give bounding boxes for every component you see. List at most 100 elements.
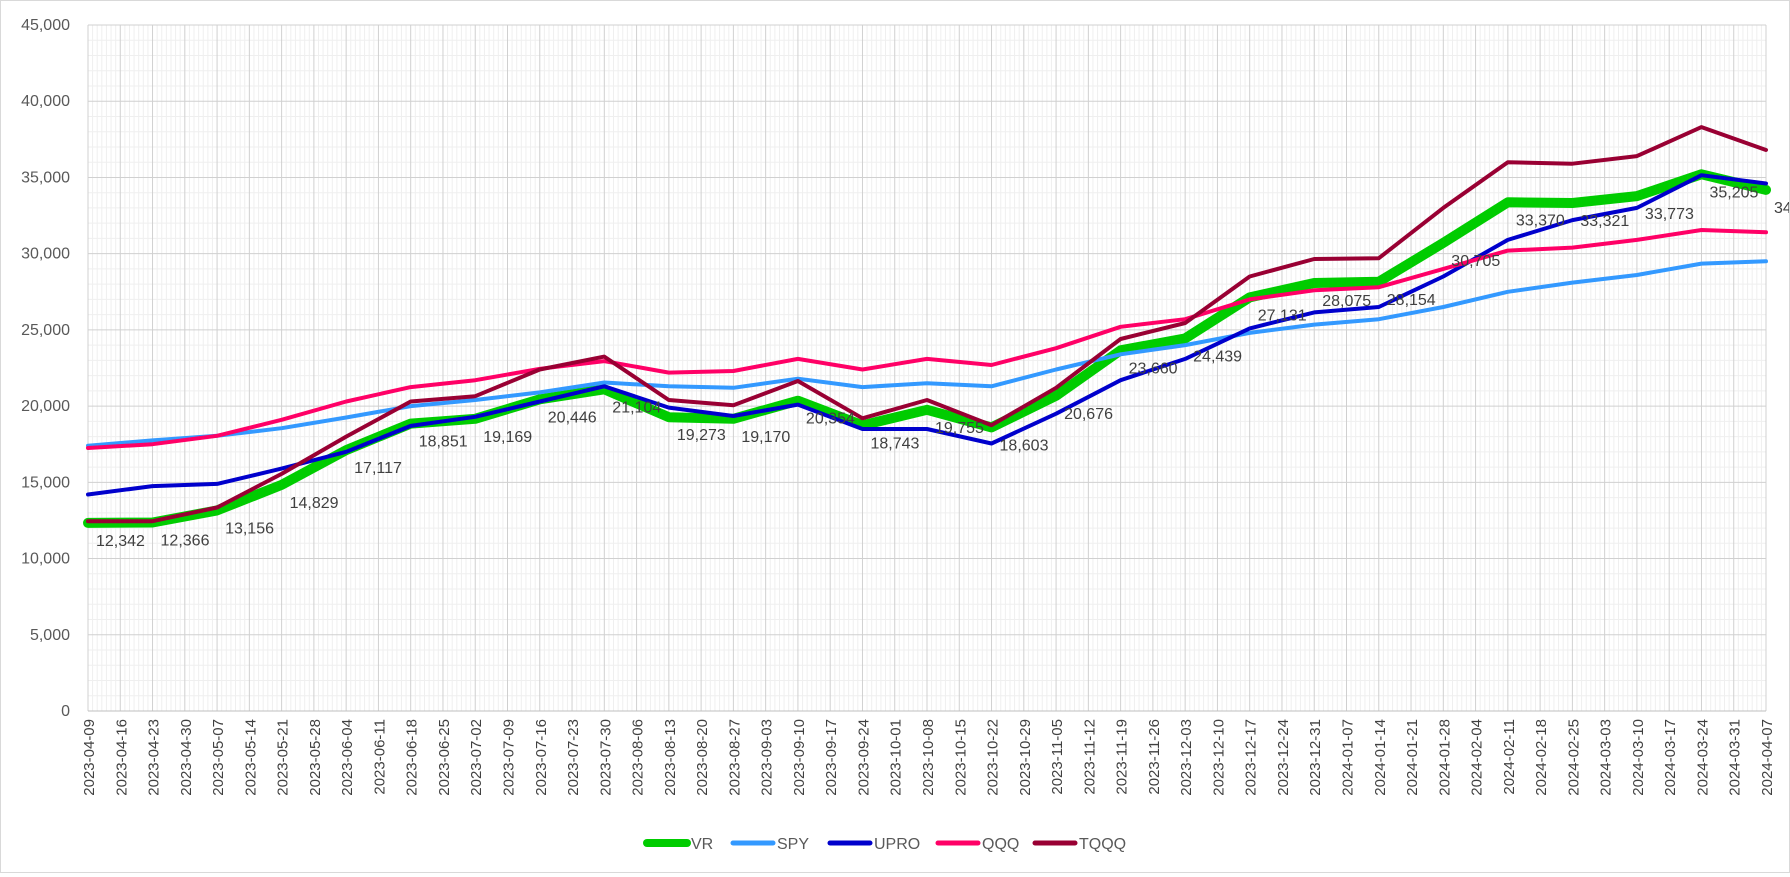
series-lines bbox=[83, 125, 1771, 528]
x-tick-label: 2023-07-23 bbox=[565, 719, 582, 796]
x-tick-label: 2023-07-16 bbox=[533, 719, 550, 796]
data-label: 21,104 bbox=[612, 399, 661, 416]
x-tick-label: 2024-02-18 bbox=[1533, 719, 1550, 796]
major-gridlines bbox=[87, 24, 1767, 712]
x-tick-label: 2023-05-21 bbox=[275, 719, 292, 796]
x-tick-label: 2024-02-04 bbox=[1469, 719, 1486, 796]
x-tick-label: 2024-03-31 bbox=[1727, 719, 1744, 796]
legend-label-tqqq: TQQQ bbox=[1079, 836, 1126, 853]
y-tick-label: 30,000 bbox=[21, 246, 70, 263]
x-tick-label: 2023-05-14 bbox=[242, 719, 259, 796]
x-tick-label: 2023-04-16 bbox=[113, 719, 130, 796]
x-tick-label: 2023-12-31 bbox=[1307, 719, 1324, 796]
data-label: 18,743 bbox=[870, 435, 919, 452]
y-tick-label: 10,000 bbox=[21, 551, 70, 568]
x-tick-label: 2023-08-20 bbox=[694, 719, 711, 796]
x-tick-label: 2023-05-28 bbox=[307, 719, 324, 796]
x-tick-label: 2024-02-11 bbox=[1501, 719, 1518, 795]
y-tick-label: 20,000 bbox=[21, 398, 70, 415]
y-axis-tick-labels: 0 5,000 10,000 15,000 20,000 25,000 30,000 35,0… bbox=[21, 17, 70, 720]
data-label: 12,366 bbox=[161, 532, 210, 549]
x-tick-label: 2023-09-17 bbox=[823, 719, 840, 796]
x-tick-label: 2023-04-23 bbox=[146, 719, 163, 796]
x-tick-label: 2024-03-03 bbox=[1598, 719, 1615, 796]
x-tick-label: 2023-04-30 bbox=[178, 719, 195, 796]
x-tick-label: 2023-07-09 bbox=[501, 719, 518, 796]
data-label: 24,439 bbox=[1193, 348, 1242, 365]
x-tick-label: 2023-06-11 bbox=[371, 719, 388, 795]
legend-label-qqq: QQQ bbox=[982, 836, 1019, 853]
data-label: 27,131 bbox=[1258, 307, 1307, 324]
x-tick-label: 2023-07-30 bbox=[597, 719, 614, 796]
x-tick-label: 2023-11-05 bbox=[1049, 719, 1066, 795]
data-label: 14,829 bbox=[290, 495, 339, 512]
data-label: 30,705 bbox=[1451, 253, 1500, 270]
x-tick-label: 2023-09-24 bbox=[855, 719, 872, 796]
data-label: 18,851 bbox=[419, 434, 468, 451]
x-tick-label: 2023-12-03 bbox=[1178, 719, 1195, 796]
y-tick-label: 35,000 bbox=[21, 169, 70, 186]
x-tick-label: 2023-10-22 bbox=[985, 719, 1002, 796]
data-label: 13,156 bbox=[225, 520, 274, 537]
x-tick-label: 2024-03-10 bbox=[1630, 719, 1647, 796]
x-tick-label: 2023-08-13 bbox=[662, 719, 679, 796]
x-tick-label: 2024-01-21 bbox=[1404, 719, 1421, 796]
data-label: 18,603 bbox=[1000, 437, 1049, 454]
legend-label-spy: SPY bbox=[777, 836, 809, 853]
x-tick-label: 2023-12-17 bbox=[1243, 719, 1260, 796]
data-label: 19,755 bbox=[935, 420, 984, 437]
data-label: 20,354 bbox=[806, 411, 855, 428]
data-label: 33,773 bbox=[1645, 206, 1694, 223]
y-tick-label: 15,000 bbox=[21, 474, 70, 491]
x-tick-label: 2023-11-12 bbox=[1081, 719, 1098, 795]
series-line-tqqq bbox=[86, 125, 1768, 524]
data-label: 19,169 bbox=[483, 429, 532, 446]
x-tick-label: 2024-04-07 bbox=[1759, 719, 1776, 796]
data-label: 33,370 bbox=[1516, 212, 1565, 229]
x-tick-label: 2023-06-25 bbox=[436, 719, 453, 796]
data-label: 20,676 bbox=[1064, 406, 1113, 423]
y-tick-label: 40,000 bbox=[21, 93, 70, 110]
x-tick-label: 2023-05-07 bbox=[210, 719, 227, 796]
data-label: 34,181 bbox=[1774, 200, 1789, 217]
data-label: 19,273 bbox=[677, 427, 726, 444]
x-tick-label: 2023-11-19 bbox=[1114, 719, 1131, 795]
minor-gridlines bbox=[88, 25, 1766, 711]
x-tick-label: 2024-01-28 bbox=[1436, 719, 1453, 796]
legend-label-upro: UPRO bbox=[874, 836, 920, 853]
x-tick-label: 2023-07-02 bbox=[468, 719, 485, 796]
x-tick-label: 2023-12-10 bbox=[1210, 719, 1227, 796]
y-tick-label: 5,000 bbox=[30, 627, 70, 644]
data-labels: 12,342 12,366 13,156 14,829 17,117 18,851 19,1… bbox=[96, 184, 1790, 550]
x-tick-label: 2023-06-04 bbox=[339, 719, 356, 796]
data-label: 33,321 bbox=[1580, 213, 1629, 230]
x-axis-tick-labels: 2023-04-09 2023-04-16 2023-04-23 2023-04-30… bbox=[81, 719, 1776, 796]
x-tick-label: 2023-09-03 bbox=[759, 719, 776, 796]
series-line-upro bbox=[86, 173, 1768, 497]
data-label: 23,660 bbox=[1129, 360, 1178, 377]
y-tick-label: 45,000 bbox=[21, 17, 70, 34]
series-line-qqq bbox=[86, 228, 1768, 450]
legend-label-vr: VR bbox=[691, 836, 713, 853]
data-label: 12,342 bbox=[96, 533, 145, 550]
x-tick-label: 2023-10-29 bbox=[1017, 719, 1034, 796]
x-tick-label: 2023-08-27 bbox=[726, 719, 743, 796]
y-tick-label: 0 bbox=[61, 703, 70, 720]
x-tick-label: 2024-03-17 bbox=[1662, 719, 1679, 796]
x-tick-label: 2023-08-06 bbox=[630, 719, 647, 796]
x-tick-label: 2023-10-01 bbox=[888, 719, 905, 796]
x-tick-label: 2023-04-09 bbox=[81, 719, 98, 796]
x-tick-label: 2023-12-24 bbox=[1275, 719, 1292, 796]
y-tick-label: 25,000 bbox=[21, 322, 70, 339]
data-label: 35,205 bbox=[1709, 184, 1758, 201]
legend: VR SPY UPRO QQQ TQQQ bbox=[643, 836, 1126, 853]
x-tick-label: 2023-10-15 bbox=[952, 719, 969, 796]
x-tick-label: 2023-11-26 bbox=[1146, 719, 1163, 795]
data-label: 20,446 bbox=[548, 409, 597, 426]
data-label: 28,075 bbox=[1322, 293, 1371, 310]
x-tick-label: 2024-01-14 bbox=[1372, 719, 1389, 796]
x-tick-label: 2024-03-24 bbox=[1694, 719, 1711, 796]
data-label: 19,170 bbox=[741, 429, 790, 446]
